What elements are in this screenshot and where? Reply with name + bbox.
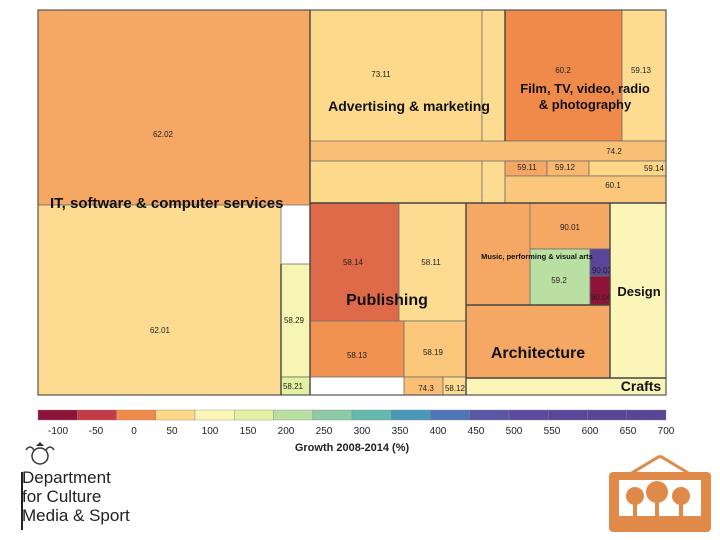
dcms-name-line-1: Department bbox=[22, 468, 111, 487]
tile-label-59-14: 59.14 bbox=[644, 164, 665, 173]
growth-colour-legend: -100 -50 0 50 100 150 200 250 300 350 400 450 500 550… bbox=[37, 409, 675, 454]
dcms-name-line-3: Media & Sport bbox=[22, 506, 130, 525]
legend-swatch-13 bbox=[548, 409, 588, 421]
legend-swatch-7 bbox=[312, 409, 353, 421]
legend-tick-6: 200 bbox=[278, 426, 295, 437]
legend-tick-12: 500 bbox=[506, 426, 523, 437]
legend-tick-13: 550 bbox=[544, 426, 561, 437]
legend-tick-16: 700 bbox=[658, 426, 675, 437]
tile-58-11 bbox=[398, 202, 467, 322]
royal-crest-icon bbox=[25, 442, 55, 465]
legend-tick-5: 150 bbox=[240, 426, 257, 437]
legend-tick-1: -50 bbox=[89, 426, 104, 437]
logo-divider bbox=[21, 472, 23, 530]
tile-label-62-02: 62.02 bbox=[153, 130, 174, 139]
group-label-2: Film, TV, video, radio & photography bbox=[520, 81, 650, 112]
tile-71-11 bbox=[465, 304, 611, 379]
tile-label-74-2: 74.2 bbox=[606, 147, 622, 156]
tile-label-90-04: 90.04 bbox=[591, 293, 612, 302]
legend-tick-14: 600 bbox=[582, 426, 599, 437]
legend-swatch-3 bbox=[155, 409, 196, 421]
group-label-0: IT, software & computer services bbox=[50, 195, 283, 212]
tile-label-59-12: 59.12 bbox=[555, 163, 576, 172]
legend-tick-0: -100 bbox=[48, 426, 68, 437]
tile-label-60-1: 60.1 bbox=[605, 181, 621, 190]
legend-tick-8: 300 bbox=[354, 426, 371, 437]
legend-title: Growth 2008-2014 (%) bbox=[295, 442, 410, 454]
tile-label-58-12: 58.12 bbox=[445, 384, 466, 393]
dcms-name-line-2: for Culture bbox=[22, 487, 102, 506]
group-label-5: Architecture bbox=[491, 345, 585, 362]
legend-tick-9: 350 bbox=[392, 426, 409, 437]
tile-label-58-13: 58.13 bbox=[347, 351, 368, 360]
tile-label-59-13: 59.13 bbox=[631, 66, 652, 75]
legend-tick-10: 400 bbox=[430, 426, 447, 437]
legend-swatch-2 bbox=[116, 409, 156, 421]
legend-swatch-14 bbox=[587, 409, 627, 421]
tile-58-13 bbox=[309, 320, 405, 378]
legend-tick-15: 650 bbox=[620, 426, 637, 437]
legend-swatch-11 bbox=[469, 409, 510, 421]
legend-swatch-9 bbox=[391, 409, 431, 421]
legend-swatch-0 bbox=[37, 409, 78, 421]
legend-tick-11: 450 bbox=[468, 426, 485, 437]
group-label-7: Crafts bbox=[621, 378, 662, 394]
tile-label-73-11: 73.11 bbox=[371, 70, 391, 79]
tile-label-58-11: 58.11 bbox=[421, 258, 441, 267]
legend-tick-7: 250 bbox=[316, 426, 333, 437]
legend-swatch-8 bbox=[351, 409, 392, 421]
tile-label-58-21: 58.21 bbox=[283, 382, 304, 391]
tile-label-58-19: 58.19 bbox=[423, 348, 444, 357]
tile-label-58-29: 58.29 bbox=[284, 316, 305, 325]
legend-swatch-12 bbox=[508, 409, 549, 421]
legend-swatch-5 bbox=[234, 409, 274, 421]
tile-label-58-14: 58.14 bbox=[343, 258, 364, 267]
legend-swatch-10 bbox=[430, 409, 470, 421]
tile-60-1 bbox=[504, 175, 667, 204]
tile-58-29 bbox=[280, 263, 311, 378]
tile-90-01-lower bbox=[465, 202, 531, 306]
legend-swatch-4 bbox=[194, 409, 235, 421]
group-label-1: Advertising & marketing bbox=[328, 98, 490, 114]
group-label-4: Music, performing & visual arts bbox=[481, 252, 593, 261]
tile-62-02 bbox=[37, 9, 311, 206]
legend-tick-3: 50 bbox=[166, 426, 178, 437]
tile-59-2 bbox=[529, 248, 591, 306]
tile-label-62-01: 62.01 bbox=[150, 326, 171, 335]
culture-picture-icon bbox=[609, 454, 711, 532]
legend-tick-2: 0 bbox=[131, 426, 137, 437]
tile-62-01 bbox=[37, 204, 282, 396]
tile-74-1 bbox=[609, 202, 667, 379]
legend-swatch-15 bbox=[626, 409, 667, 421]
group-label-3: Publishing bbox=[346, 292, 428, 309]
tile-59-13 bbox=[621, 9, 667, 142]
tile-label-90-02: 90.02 bbox=[592, 266, 613, 275]
tile-label-59-11: 59.11 bbox=[517, 163, 537, 172]
legend-swatch-6 bbox=[273, 409, 313, 421]
legend-tick-4: 100 bbox=[202, 426, 219, 437]
tile-label-59-2: 59.2 bbox=[551, 276, 567, 285]
group-label-6: Design bbox=[617, 284, 660, 299]
tile-60-2 bbox=[504, 9, 623, 142]
tile-label-60-2: 60.2 bbox=[555, 66, 571, 75]
tile-label-90-01: 90.01 bbox=[560, 223, 581, 232]
legend-swatch-1 bbox=[77, 409, 117, 421]
treemap-chart: 62.02 62.01 58.29 58.21 73.11 60.2 59.13 74.2 59… bbox=[37, 9, 667, 396]
tile-label-74-3: 74.3 bbox=[418, 384, 434, 393]
